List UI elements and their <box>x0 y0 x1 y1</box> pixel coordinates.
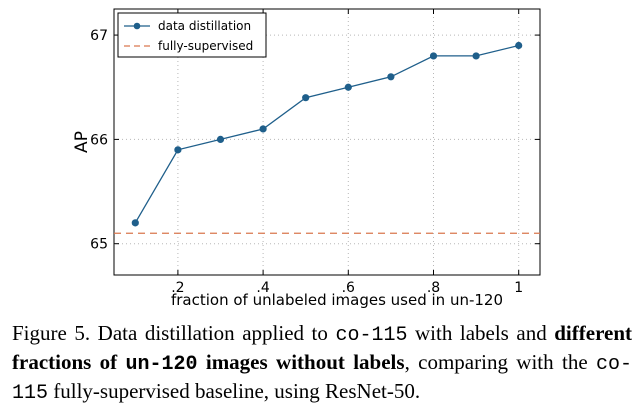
x-tick-label: 1 <box>514 280 523 296</box>
caption-dataset-co115: co-115 <box>335 324 408 347</box>
tick-labels: .2 .4 .6 .8 1 65 66 67 <box>90 28 523 296</box>
distillation-point <box>387 73 395 81</box>
x-axis-label: fraction of unlabeled images used in un-… <box>171 291 503 309</box>
x-tick-label: .8 <box>427 280 440 296</box>
distillation-point <box>429 52 438 60</box>
legend-label-distillation: data distillation <box>158 19 251 33</box>
figure-caption: Figure 5. Data distillation applied to c… <box>12 320 632 407</box>
y-tick-label: 66 <box>90 132 108 148</box>
caption-dataset-co115-2: co-115 <box>12 353 632 405</box>
caption-text-4: fully-supervised baseline, using ResNet-… <box>48 379 421 403</box>
distillation-point <box>302 94 310 102</box>
distillation-point <box>216 135 225 143</box>
distillation-point <box>472 52 480 60</box>
caption-text-2: with labels and <box>407 321 555 345</box>
x-tick-label: .6 <box>342 280 355 296</box>
caption-bold-1: different fractions of <box>12 321 633 374</box>
distillation-line <box>134 44 519 224</box>
chart: .2 .4 .6 .8 1 65 66 67 fraction of unlabeled im… <box>72 8 541 309</box>
y-tick-label: 67 <box>90 28 108 44</box>
x-tick-label: .2 <box>171 280 184 296</box>
series-layer <box>114 41 540 234</box>
distillation-point <box>344 83 352 91</box>
x-tick-label: .4 <box>256 280 269 296</box>
legend-swatch-marker-distillation <box>133 22 141 30</box>
legend-box <box>117 12 267 58</box>
caption-text-1: Figure 5. Data distillation applied to <box>12 321 336 345</box>
distillation-point <box>131 219 139 227</box>
legend: data distillation fully-supervised <box>117 12 267 58</box>
caption-dataset-un120: un-120 <box>125 353 198 376</box>
caption-text-3: , comparing with the <box>404 350 596 374</box>
y-axis-label: AP <box>72 131 92 153</box>
distillation-point <box>259 125 267 133</box>
legend-label-fully-supervised: fully-supervised <box>158 39 253 53</box>
distillation-point <box>174 146 182 154</box>
distillation-point <box>515 41 523 50</box>
y-tick-label: 65 <box>90 237 108 253</box>
caption-bold-2: images without labels <box>197 350 405 374</box>
